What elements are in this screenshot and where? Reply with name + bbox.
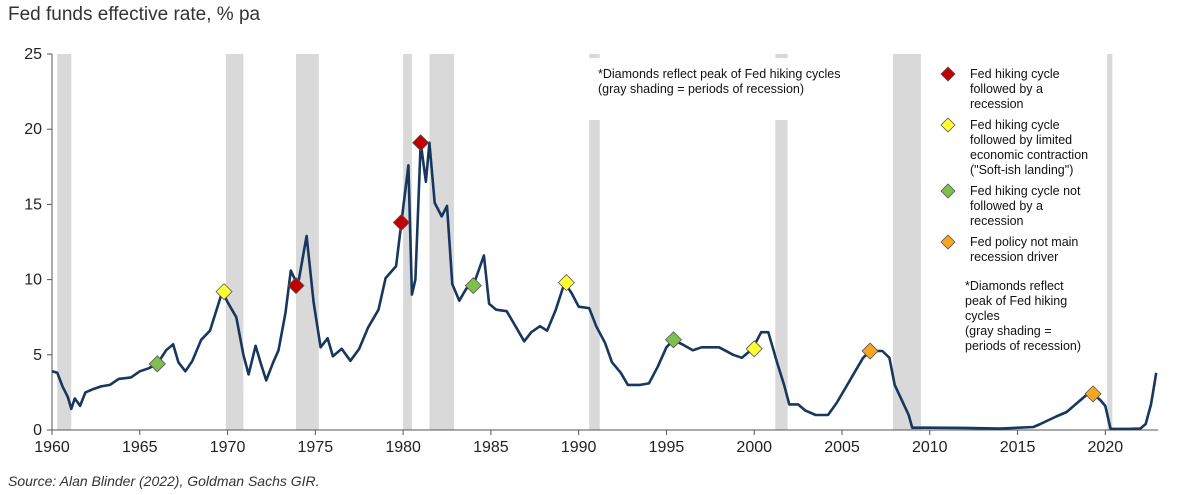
recession-band — [1107, 54, 1113, 430]
recession-band — [775, 54, 788, 430]
diamond-marker-yellow — [215, 283, 233, 301]
y-tick-label: 25 — [24, 46, 42, 63]
diamond-marker-orange — [1084, 385, 1102, 403]
x-tick-label: 2015 — [1000, 439, 1036, 456]
x-tick-label: 1960 — [34, 439, 70, 456]
chart-source: Source: Alan Blinder (2022), Goldman Sac… — [8, 473, 320, 489]
rate-line — [51, 141, 1158, 431]
diamond-marker-red — [412, 134, 430, 152]
recession-band — [225, 54, 244, 430]
diamond-marker-red — [392, 213, 410, 232]
x-tick-label: 1970 — [210, 439, 246, 456]
note-line: (gray shading = periods of recession) — [598, 82, 804, 96]
y-tick-label: 5 — [33, 347, 42, 364]
diamond-marker-yellow — [557, 274, 575, 292]
y-tick-label: 10 — [24, 272, 42, 289]
note-line: *Diamonds reflect peak of Fed hiking cyc… — [598, 67, 840, 81]
x-tick-label: 1980 — [385, 439, 421, 456]
series-line — [51, 141, 1158, 431]
legend-note-line: (gray shading = — [965, 324, 1052, 338]
legend-label: recession driver — [970, 250, 1058, 264]
legend-diamond-orange — [940, 234, 956, 250]
legend-diamond-yellow — [940, 117, 956, 133]
x-tick-label: 2000 — [736, 439, 772, 456]
recession-band — [589, 54, 600, 430]
legend-note-line: cycles — [965, 309, 1000, 323]
legend-label: Fed hiking cycle — [970, 118, 1060, 132]
legend-note-line: periods of recession) — [965, 339, 1081, 353]
diamond-marker-green — [664, 331, 683, 349]
diamond-marker-yellow — [745, 340, 763, 358]
diamond-marker-red — [287, 277, 305, 295]
legend-label: Fed policy not main — [970, 235, 1078, 249]
legend-bg — [926, 58, 1106, 358]
legend-diamond-green — [940, 183, 956, 199]
legend-label: Fed hiking cycle not — [970, 184, 1081, 198]
diamond-marker-orange — [861, 342, 879, 360]
x-tick-label: 2010 — [912, 439, 948, 456]
note-box: *Diamonds reflect peak of Fed hiking cyc… — [588, 58, 878, 120]
legend-label: economic contraction — [970, 148, 1088, 162]
note-box-bg — [588, 58, 878, 120]
x-tick-label: 1965 — [122, 439, 158, 456]
legend-diamond-red — [940, 66, 956, 82]
y-tick-label: 15 — [24, 196, 42, 213]
legend-note-line: peak of Fed hiking — [965, 294, 1067, 308]
legend-label: recession — [970, 97, 1024, 111]
recession-band — [892, 54, 921, 430]
x-tick-label: 1990 — [561, 439, 597, 456]
legend-label: followed by a — [970, 82, 1043, 96]
legend-label: recession — [970, 214, 1024, 228]
legend-label: followed by limited — [970, 133, 1072, 147]
y-tick-label: 0 — [33, 422, 42, 439]
x-tick-label: 2020 — [1088, 439, 1124, 456]
recession-band — [403, 54, 412, 430]
legend-label: Fed hiking cycle — [970, 67, 1060, 81]
diamond-marker-green — [148, 355, 166, 373]
axes: 0 5 10 15 20 25 1960 1965 1970 1975 1980 1985 1990 19… — [24, 46, 1158, 456]
x-tick-label: 2005 — [824, 439, 860, 456]
legend-label: followed by a — [970, 199, 1043, 213]
recession-band — [57, 54, 72, 430]
diamond-marker-green — [464, 277, 482, 295]
x-tick-label: 1985 — [473, 439, 509, 456]
legend-note-line: *Diamonds reflect — [965, 279, 1064, 293]
peak-markers — [148, 134, 1102, 403]
y-tick-label: 20 — [24, 121, 42, 138]
x-tick-label: 1995 — [649, 439, 685, 456]
x-tick-label: 1975 — [298, 439, 334, 456]
chart-title: Fed funds effective rate, % pa — [8, 4, 261, 25]
legend-label: ("Soft-ish landing") — [970, 163, 1073, 177]
